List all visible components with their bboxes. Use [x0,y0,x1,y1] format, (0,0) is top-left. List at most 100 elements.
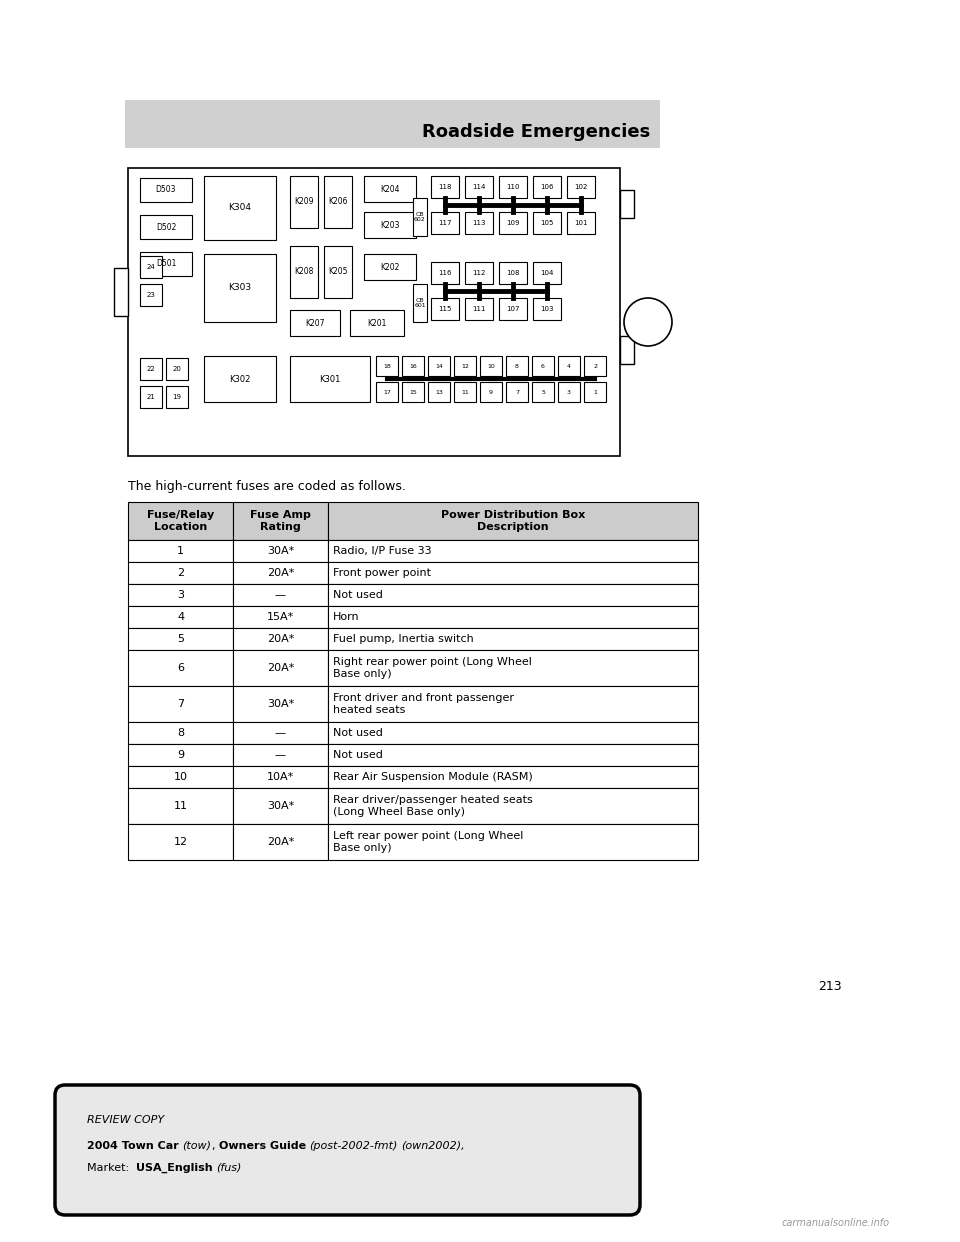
Text: REVIEW COPY: REVIEW COPY [87,1115,164,1125]
Bar [328,686,698,722]
Text: 108: 108 [506,270,519,276]
Bar [233,766,328,787]
Text: Front driver and front passenger
heated seats: Front driver and front passenger heated … [333,693,514,715]
Text: —: — [275,750,286,760]
Bar [233,540,328,561]
Bar [328,823,698,859]
Bar [233,628,328,650]
Text: CB
601: CB 601 [414,298,426,308]
Bar [620,337,634,364]
Text: 12: 12 [174,837,187,847]
Text: 111: 111 [472,306,486,312]
Bar [140,215,192,238]
Text: D503: D503 [156,185,177,195]
Text: 21: 21 [147,394,156,400]
Text: 12: 12 [461,364,468,369]
Bar [324,176,352,229]
Bar [454,383,476,402]
Bar [350,310,404,337]
Bar [328,787,698,823]
Text: Horn: Horn [333,612,360,622]
Text: 117: 117 [439,220,452,226]
Text: Fuse Amp
Rating: Fuse Amp Rating [250,510,311,532]
Text: 109: 109 [506,220,519,226]
Bar [431,176,459,197]
Text: 19: 19 [173,394,181,400]
Text: K203: K203 [380,221,399,230]
Text: (tow): (tow) [182,1141,211,1151]
Bar [290,176,318,229]
Text: The high-current fuses are coded as follows.: The high-current fuses are coded as foll… [128,479,406,493]
Text: 30A*: 30A* [267,801,294,811]
Text: 8: 8 [516,364,519,369]
Text: 20A*: 20A* [267,633,294,645]
Text: K304: K304 [228,204,252,212]
Text: Fuel pump, Inertia switch: Fuel pump, Inertia switch [333,633,473,645]
Text: 1: 1 [177,546,184,556]
Text: 7: 7 [177,699,184,709]
Bar [128,744,233,766]
Text: 114: 114 [472,184,486,190]
Text: 2004 Town Car: 2004 Town Car [87,1141,182,1151]
Bar [140,178,192,202]
Bar [465,298,493,320]
Text: 213: 213 [818,980,842,994]
Bar [140,386,162,409]
Text: 23: 23 [147,292,156,298]
Bar [533,176,561,197]
Text: D501: D501 [156,260,177,268]
Text: K201: K201 [368,318,387,328]
Text: Rear driver/passenger heated seats
(Long Wheel Base only): Rear driver/passenger heated seats (Long… [333,795,533,817]
Bar [128,686,233,722]
Text: Not used: Not used [333,590,383,600]
Text: 18: 18 [383,364,391,369]
Text: 24: 24 [147,265,156,270]
Text: K206: K206 [328,197,348,206]
Text: K303: K303 [228,283,252,293]
Bar [620,190,634,219]
Bar [328,540,698,561]
Bar [140,256,162,278]
Text: 10: 10 [487,364,494,369]
Text: carmanualsonline.info: carmanualsonline.info [781,1218,890,1228]
Text: 1: 1 [593,390,597,395]
Bar [584,383,606,402]
Text: Front power point: Front power point [333,568,431,578]
Bar [128,823,233,859]
Bar [324,246,352,298]
Text: Power Distribution Box
Description: Power Distribution Box Description [441,510,586,532]
Bar [233,722,328,744]
Bar [233,787,328,823]
Bar [499,176,527,197]
Text: 13: 13 [435,390,443,395]
Text: —: — [275,728,286,738]
Text: 30A*: 30A* [267,546,294,556]
Bar [204,176,276,240]
Bar [506,383,528,402]
Text: 11: 11 [174,801,187,811]
Bar [532,383,554,402]
Text: 103: 103 [540,306,554,312]
Bar [558,356,580,376]
Bar [233,686,328,722]
Bar [328,628,698,650]
Text: 3: 3 [177,590,184,600]
Text: 10: 10 [174,773,187,782]
Bar [128,628,233,650]
Bar [328,561,698,584]
Text: 5: 5 [177,633,184,645]
Bar [402,383,424,402]
Text: K207: K207 [305,318,324,328]
Bar [233,502,328,540]
Text: 17: 17 [383,390,391,395]
Text: 8: 8 [177,728,184,738]
Bar [128,540,233,561]
Text: 16: 16 [409,364,417,369]
Text: 4: 4 [177,612,184,622]
Text: 105: 105 [540,220,554,226]
Text: (post-2002-fmt): (post-2002-fmt) [310,1141,398,1151]
Bar [465,176,493,197]
Bar [128,168,620,456]
Bar [328,606,698,628]
Bar [128,650,233,686]
